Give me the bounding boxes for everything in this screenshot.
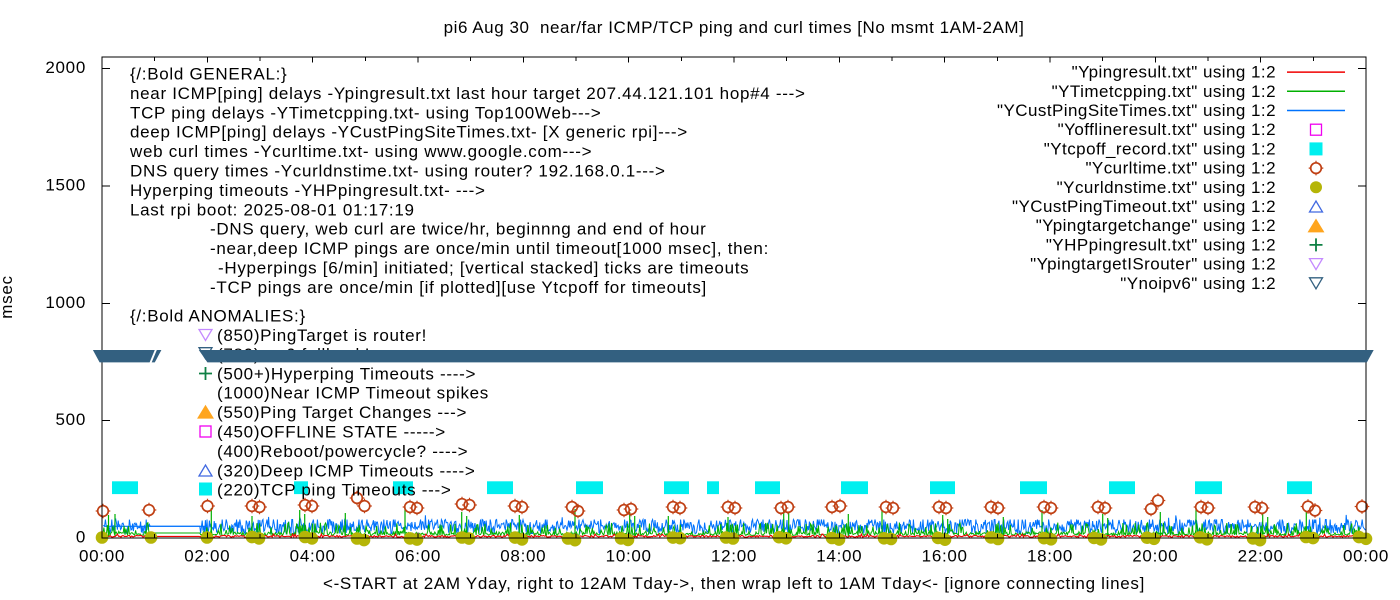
svg-text:TCP ping delays -YTimetcpping.: TCP ping delays -YTimetcpping.txt- using… bbox=[130, 103, 601, 122]
svg-text:"Ycurltime.txt" using 1:2: "Ycurltime.txt" using 1:2 bbox=[1085, 159, 1276, 178]
svg-text:10:00: 10:00 bbox=[606, 547, 652, 566]
svg-text:(850)PingTarget is router!: (850)PingTarget is router! bbox=[217, 326, 427, 345]
svg-text:{/:Bold GENERAL:}: {/:Bold GENERAL:} bbox=[130, 65, 287, 84]
svg-text:"Ynoipv6" using 1:2: "Ynoipv6" using 1:2 bbox=[1120, 274, 1276, 293]
svg-text:14:00: 14:00 bbox=[816, 547, 862, 566]
svg-text:(450)OFFLINE STATE ----->: (450)OFFLINE STATE -----> bbox=[217, 423, 446, 442]
svg-text:"YCustPingTimeout.txt" using 1: "YCustPingTimeout.txt" using 1:2 bbox=[1012, 197, 1276, 216]
svg-text:web curl times -Ycurltime.txt-: web curl times -Ycurltime.txt- using www… bbox=[129, 142, 592, 161]
svg-text:"Ycurldnstime.txt" using 1:2: "Ycurldnstime.txt" using 1:2 bbox=[1057, 178, 1276, 197]
svg-text:<-START at 2AM Yday, right to: <-START at 2AM Yday, right to 12AM Tday-… bbox=[323, 574, 1145, 593]
svg-text:"YCustPingSiteTimes.txt" using: "YCustPingSiteTimes.txt" using 1:2 bbox=[997, 101, 1276, 120]
svg-text:18:00: 18:00 bbox=[1027, 547, 1073, 566]
svg-text:"Ypingtargetchange" using 1:2: "Ypingtargetchange" using 1:2 bbox=[1036, 216, 1276, 235]
svg-text:1000: 1000 bbox=[45, 293, 86, 312]
svg-text:"Ytcpoff_record.txt" using 1:2: "Ytcpoff_record.txt" using 1:2 bbox=[1044, 139, 1276, 158]
svg-text:"YTimetcpping.txt" using 1:2: "YTimetcpping.txt" using 1:2 bbox=[1052, 82, 1276, 101]
svg-text:(320)Deep ICMP Timeouts ---->: (320)Deep ICMP Timeouts ----> bbox=[217, 461, 476, 480]
svg-text:500: 500 bbox=[56, 410, 86, 429]
svg-text:"Yofflineresult.txt" using 1:2: "Yofflineresult.txt" using 1:2 bbox=[1058, 120, 1276, 139]
svg-text:"Ypingresult.txt" using 1:2: "Ypingresult.txt" using 1:2 bbox=[1072, 63, 1276, 82]
svg-text:Last rpi boot: 2025-08-01 01:1: Last rpi boot: 2025-08-01 01:17:19 bbox=[130, 200, 415, 219]
svg-text:0: 0 bbox=[76, 528, 86, 547]
svg-text:pi6 Aug 30 near/far ICMP/TCP: pi6 Aug 30 near/far ICMP/TCP ping and cu… bbox=[444, 18, 1025, 37]
svg-text:DNS query times -Ycurldnstime.: DNS query times -Ycurldnstime.txt- using… bbox=[130, 162, 666, 181]
svg-text:-TCP pings are once/min [if pl: -TCP pings are once/min [if plotted][use… bbox=[210, 278, 707, 297]
svg-text:16:00: 16:00 bbox=[922, 547, 968, 566]
svg-text:1500: 1500 bbox=[45, 176, 86, 195]
svg-text:near ICMP[ping] delays -Ypingr: near ICMP[ping] delays -Ypingresult.txt … bbox=[130, 84, 806, 103]
svg-text:msec: msec bbox=[0, 275, 16, 318]
svg-text:-Hyperpings [6/min] initiated;: -Hyperpings [6/min] initiated; [vertical… bbox=[218, 259, 749, 278]
svg-text:00:00: 00:00 bbox=[79, 547, 125, 566]
svg-text:Hyperping timeouts -YHPpingres: Hyperping timeouts -YHPpingresult.txt- -… bbox=[130, 181, 486, 200]
svg-text:"YpingtargetISrouter" using 1:: "YpingtargetISrouter" using 1:2 bbox=[1030, 255, 1276, 274]
svg-text:(1000)Near ICMP Timeout spikes: (1000)Near ICMP Timeout spikes bbox=[217, 384, 489, 403]
svg-text:(220)TCP ping Timeouts --->: (220)TCP ping Timeouts ---> bbox=[217, 481, 451, 500]
svg-text:2000: 2000 bbox=[45, 58, 86, 77]
svg-text:(500+)Hyperping Timeouts ---->: (500+)Hyperping Timeouts ----> bbox=[217, 364, 476, 383]
svg-text:-DNS query, web curl are twice: -DNS query, web curl are twice/hr, begin… bbox=[210, 220, 706, 239]
svg-text:20:00: 20:00 bbox=[1132, 547, 1178, 566]
svg-text:12:00: 12:00 bbox=[711, 547, 757, 566]
svg-text:-near,deep ICMP pings are once: -near,deep ICMP pings are once/min until… bbox=[210, 239, 769, 258]
svg-text:04:00: 04:00 bbox=[290, 547, 336, 566]
svg-text:"YHPpingresult.txt" using 1:2: "YHPpingresult.txt" using 1:2 bbox=[1046, 235, 1276, 254]
svg-text:22:00: 22:00 bbox=[1238, 547, 1284, 566]
svg-text:00:00: 00:00 bbox=[1343, 547, 1389, 566]
svg-text:{/:Bold ANOMALIES:}: {/:Bold ANOMALIES:} bbox=[130, 307, 306, 326]
svg-text:deep ICMP[ping] delays -YCustP: deep ICMP[ping] delays -YCustPingSiteTim… bbox=[130, 123, 688, 142]
svg-text:(400)Reboot/powercycle? ---->: (400)Reboot/powercycle? ----> bbox=[217, 442, 468, 461]
svg-text:02:00: 02:00 bbox=[184, 547, 230, 566]
svg-text:(550)Ping Target Changes --->: (550)Ping Target Changes ---> bbox=[217, 403, 467, 422]
svg-text:06:00: 06:00 bbox=[395, 547, 441, 566]
svg-text:08:00: 08:00 bbox=[500, 547, 546, 566]
